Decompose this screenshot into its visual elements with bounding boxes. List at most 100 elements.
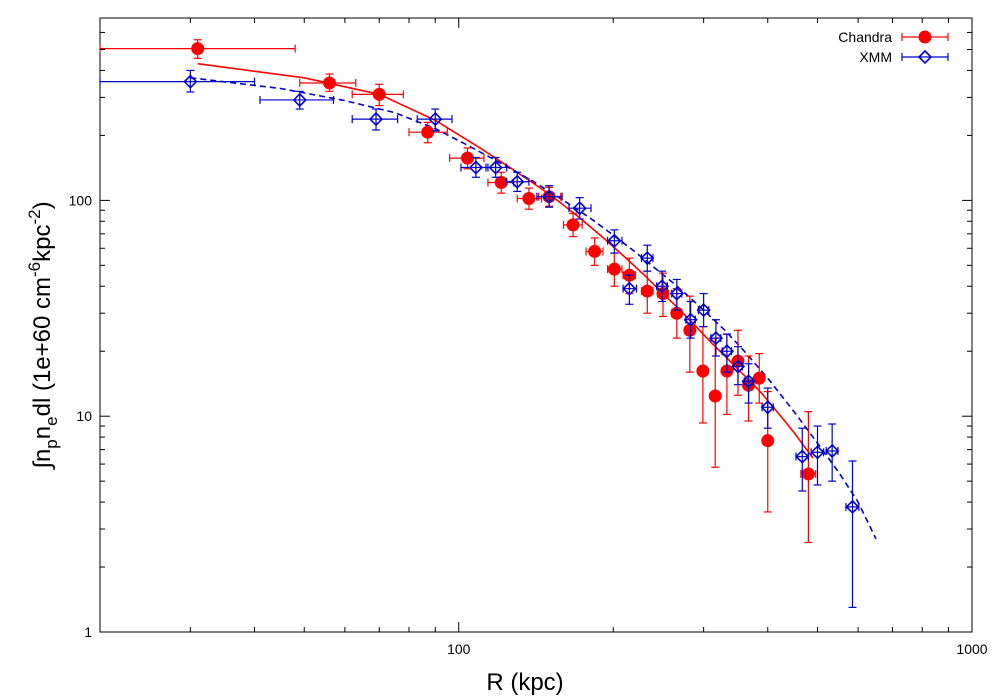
marker-chandra (323, 76, 337, 90)
data-point-chandra (800, 411, 817, 544)
data-point-xmm (607, 229, 623, 254)
marker-chandra (588, 244, 602, 258)
data-point-chandra (299, 73, 357, 92)
data-point-xmm (622, 274, 638, 305)
data-point-xmm (696, 292, 711, 328)
marker-xmm (622, 281, 637, 296)
y-label-sub1: p (42, 439, 61, 448)
data-point-xmm (654, 270, 670, 303)
marker-chandra (421, 125, 435, 139)
data-point-chandra (696, 326, 710, 424)
data-point-chandra (607, 252, 623, 287)
fit-lines (190, 62, 877, 540)
plot-frame (99, 17, 973, 633)
data-point-chandra (562, 212, 583, 238)
marker-xmm (719, 344, 735, 359)
y-label-close: ) (29, 201, 56, 209)
y-label-dl: dl (1e+60 cm (29, 277, 56, 416)
data-point-chandra (683, 295, 697, 373)
marker-chandra (522, 192, 536, 206)
fit-line-xmm (190, 77, 877, 540)
marker-xmm (607, 233, 622, 248)
marker-xmm (183, 74, 198, 89)
marker-xmm (708, 330, 724, 346)
marker-xmm (510, 174, 525, 189)
marker-xmm (541, 189, 557, 204)
marker-chandra (566, 218, 580, 232)
data-point-xmm (259, 90, 335, 110)
marker-chandra (494, 176, 508, 190)
data-points (99, 39, 860, 609)
data-point-xmm (683, 300, 698, 339)
marker-chandra (640, 284, 654, 298)
marker-chandra (708, 389, 722, 403)
data-point-chandra (99, 39, 296, 59)
marker-xmm (845, 499, 860, 515)
marker-xmm (683, 312, 698, 327)
data-point-xmm (845, 460, 860, 609)
data-point-xmm (485, 156, 508, 178)
marker-xmm (760, 400, 775, 415)
marker-chandra (752, 371, 766, 385)
data-point-xmm (795, 427, 810, 492)
marker-xmm (810, 445, 825, 460)
fit-line-chandra (197, 62, 814, 459)
marker-xmm (368, 111, 384, 127)
legend: Chandra XMM (838, 29, 949, 65)
data-point-xmm (730, 346, 746, 386)
marker-xmm (730, 359, 746, 374)
data-point-xmm (460, 156, 489, 178)
marker-xmm (741, 374, 756, 389)
data-point-chandra (656, 272, 670, 318)
y-tick-label: 10 (76, 408, 92, 424)
y-tick-label: 1 (84, 624, 92, 640)
marker-chandra (696, 364, 710, 378)
data-point-xmm (351, 108, 399, 131)
plot-area (99, 17, 973, 633)
marker-xmm (292, 92, 307, 108)
data-point-xmm (669, 278, 684, 311)
y-axis-label: ∫npnedl (1e+60 cm-6kpc-2) (25, 201, 61, 470)
legend-sample-xmm (901, 49, 949, 65)
x-tick-label: 1000 (956, 641, 987, 657)
legend-sample-chandra (901, 30, 949, 44)
marker-xmm (669, 286, 684, 301)
data-point-chandra (516, 187, 543, 210)
legend-marker (917, 49, 933, 65)
data-point-chandra (487, 171, 515, 194)
data-point-xmm (741, 363, 756, 404)
marker-xmm (795, 449, 810, 464)
data-point-chandra (640, 270, 654, 314)
y-label-sub2: e (42, 416, 61, 425)
y-label-integral: ∫ (29, 461, 56, 471)
legend-marker (918, 30, 932, 44)
data-point-xmm (640, 244, 655, 272)
marker-xmm (572, 201, 587, 216)
legend-label-chandra: Chandra (838, 29, 892, 45)
data-point-chandra (752, 352, 766, 404)
marker-chandra (801, 467, 815, 481)
axis-ticks: 100 1000 1 10 100 (69, 17, 988, 657)
marker-chandra (683, 323, 697, 337)
data-point-chandra (585, 237, 604, 266)
y-label-n1: n (29, 449, 56, 462)
marker-chandra (372, 87, 386, 101)
x-tick-label: 100 (447, 641, 471, 657)
data-point-chandra (351, 83, 404, 107)
marker-xmm (654, 279, 670, 294)
y-label-exp1: -6 (25, 262, 44, 277)
marker-xmm (468, 160, 484, 175)
marker-chandra (191, 42, 205, 56)
data-point-xmm (708, 319, 724, 357)
data-point-xmm (825, 423, 840, 482)
marker-xmm (696, 303, 711, 318)
data-point-chandra (408, 121, 448, 144)
data-point-xmm (416, 108, 453, 132)
data-point-xmm (506, 171, 530, 193)
data-point-xmm (810, 425, 825, 486)
y-label-n2: n (29, 426, 56, 439)
marker-chandra (761, 434, 775, 448)
data-point-xmm (719, 333, 735, 373)
marker-chandra (607, 262, 621, 276)
